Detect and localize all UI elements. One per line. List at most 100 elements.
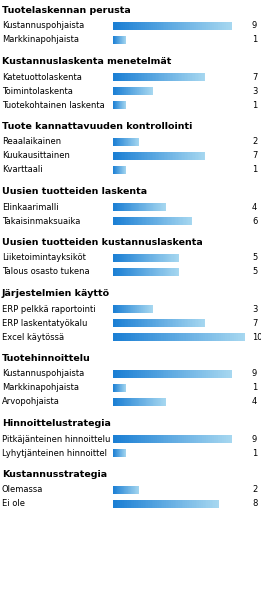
Bar (164, 319, 165, 327)
Bar (148, 305, 149, 313)
Bar (186, 22, 188, 30)
Bar (161, 319, 162, 327)
Bar (139, 22, 141, 30)
Bar (122, 268, 123, 276)
Bar (128, 152, 130, 160)
Bar (159, 73, 161, 81)
Bar (175, 333, 177, 341)
Bar (119, 370, 121, 378)
Bar (151, 87, 152, 95)
Bar (164, 254, 165, 262)
Bar (114, 203, 115, 211)
Bar (184, 152, 185, 160)
Bar (135, 435, 137, 443)
Bar (214, 22, 216, 30)
Bar (155, 370, 157, 378)
Bar (178, 152, 179, 160)
Bar (119, 305, 120, 313)
Bar (128, 486, 129, 494)
Bar (212, 370, 214, 378)
Bar (213, 500, 215, 508)
Bar (134, 398, 135, 406)
Bar (228, 22, 230, 30)
Bar (125, 138, 126, 146)
Text: 4: 4 (252, 202, 257, 211)
Bar (125, 254, 126, 262)
Bar (139, 333, 142, 341)
Bar (135, 398, 136, 406)
Bar (155, 500, 157, 508)
Bar (137, 22, 139, 30)
Bar (133, 73, 135, 81)
Bar (157, 203, 158, 211)
Bar (189, 217, 191, 225)
Bar (126, 333, 128, 341)
Bar (147, 305, 148, 313)
Bar (199, 333, 201, 341)
Bar (113, 500, 115, 508)
Bar (118, 486, 119, 494)
Bar (175, 217, 176, 225)
Bar (151, 203, 152, 211)
Bar (121, 138, 122, 146)
Bar (135, 486, 136, 494)
Bar (176, 254, 177, 262)
Bar (124, 486, 125, 494)
Bar (115, 333, 117, 341)
Bar (126, 268, 127, 276)
Bar (201, 73, 202, 81)
Bar (134, 217, 135, 225)
Bar (128, 203, 129, 211)
Bar (123, 254, 124, 262)
Bar (129, 217, 130, 225)
Bar (137, 305, 138, 313)
Bar (121, 486, 122, 494)
Bar (137, 398, 138, 406)
Bar (114, 268, 115, 276)
Bar (190, 22, 192, 30)
Bar (187, 152, 188, 160)
Bar (116, 138, 117, 146)
Bar (125, 435, 127, 443)
Bar (118, 217, 120, 225)
Bar (135, 22, 137, 30)
Text: 6: 6 (252, 216, 257, 225)
Bar (126, 217, 128, 225)
Bar (138, 152, 139, 160)
Bar (193, 319, 195, 327)
Bar (159, 254, 160, 262)
Bar (134, 268, 135, 276)
Bar (116, 73, 118, 81)
Bar (192, 435, 194, 443)
Bar (116, 152, 118, 160)
Bar (168, 435, 170, 443)
Bar (144, 87, 145, 95)
Bar (164, 370, 167, 378)
Bar (135, 87, 136, 95)
Bar (175, 254, 176, 262)
Bar (214, 435, 216, 443)
Bar (210, 22, 212, 30)
Bar (176, 370, 178, 378)
Bar (146, 398, 147, 406)
Bar (127, 305, 128, 313)
Bar (119, 435, 121, 443)
Bar (218, 435, 220, 443)
Bar (136, 486, 137, 494)
Bar (147, 203, 148, 211)
Bar (138, 203, 139, 211)
Text: Tuote kannattavuuden kontrollointi: Tuote kannattavuuden kontrollointi (2, 122, 192, 131)
Bar (122, 333, 124, 341)
Bar (115, 370, 117, 378)
Bar (128, 254, 129, 262)
Bar (136, 254, 137, 262)
Bar (228, 370, 230, 378)
Bar (115, 87, 116, 95)
Bar (174, 217, 175, 225)
Bar (221, 333, 223, 341)
Bar (187, 500, 189, 508)
Bar (116, 319, 118, 327)
Bar (204, 152, 205, 160)
Text: Uusien tuotteiden kustannuslaskenta: Uusien tuotteiden kustannuslaskenta (2, 238, 203, 247)
Bar (123, 305, 124, 313)
